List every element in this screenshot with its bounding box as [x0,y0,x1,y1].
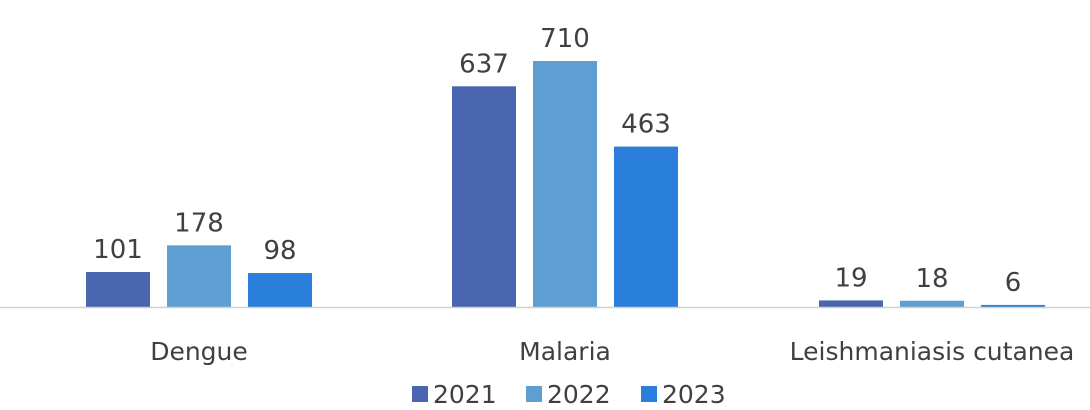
legend-item-2022: 2022 [526,380,611,409]
legend-item-2023: 2023 [641,380,726,409]
legend-label-2023: 2023 [662,380,726,406]
category-label-leishmaniasis-cutanea: Leishmaniasis cutanea [790,337,1075,366]
bar-dengue-2022 [167,245,231,307]
value-label-leishmaniasis-cutanea-2022: 18 [915,264,948,294]
legend-label-2021: 2021 [433,380,497,406]
legend-label-2022: 2022 [547,380,611,406]
bar-dengue-2021 [86,272,150,307]
legend-swatch-2023 [641,386,657,402]
value-label-dengue-2021: 101 [93,235,143,265]
bar-malaria-2021 [452,86,516,307]
bar-leishmaniasis-cutanea-2021 [819,300,883,307]
value-label-leishmaniasis-cutanea-2023: 6 [1005,268,1022,298]
legend-swatch-2022 [526,386,542,402]
category-label-dengue: Dengue [150,337,248,366]
bar-leishmaniasis-cutanea-2022 [900,300,964,307]
value-label-malaria-2022: 710 [540,24,590,54]
bar-malaria-2022 [533,61,597,307]
value-labels-layer: 101 178 98 637 710 463 19 18 6 [93,24,1021,298]
value-label-dengue-2022: 178 [174,208,224,238]
value-label-malaria-2023: 463 [621,110,671,140]
value-label-dengue-2023: 98 [263,236,296,266]
bar-dengue-2023 [248,273,312,307]
bar-malaria-2023 [614,146,678,307]
value-label-leishmaniasis-cutanea-2021: 19 [834,263,867,293]
legend-item-2021: 2021 [412,380,497,409]
legend: 2021 2022 2023 [412,380,726,409]
bar-leishmaniasis-cutanea-2023 [981,304,1045,307]
bars-layer [86,61,1045,307]
legend-swatch-2021 [412,386,428,402]
value-label-malaria-2021: 637 [459,49,509,79]
category-labels-layer: Dengue Malaria Leishmaniasis cutanea [150,337,1074,366]
category-label-malaria: Malaria [519,337,611,366]
